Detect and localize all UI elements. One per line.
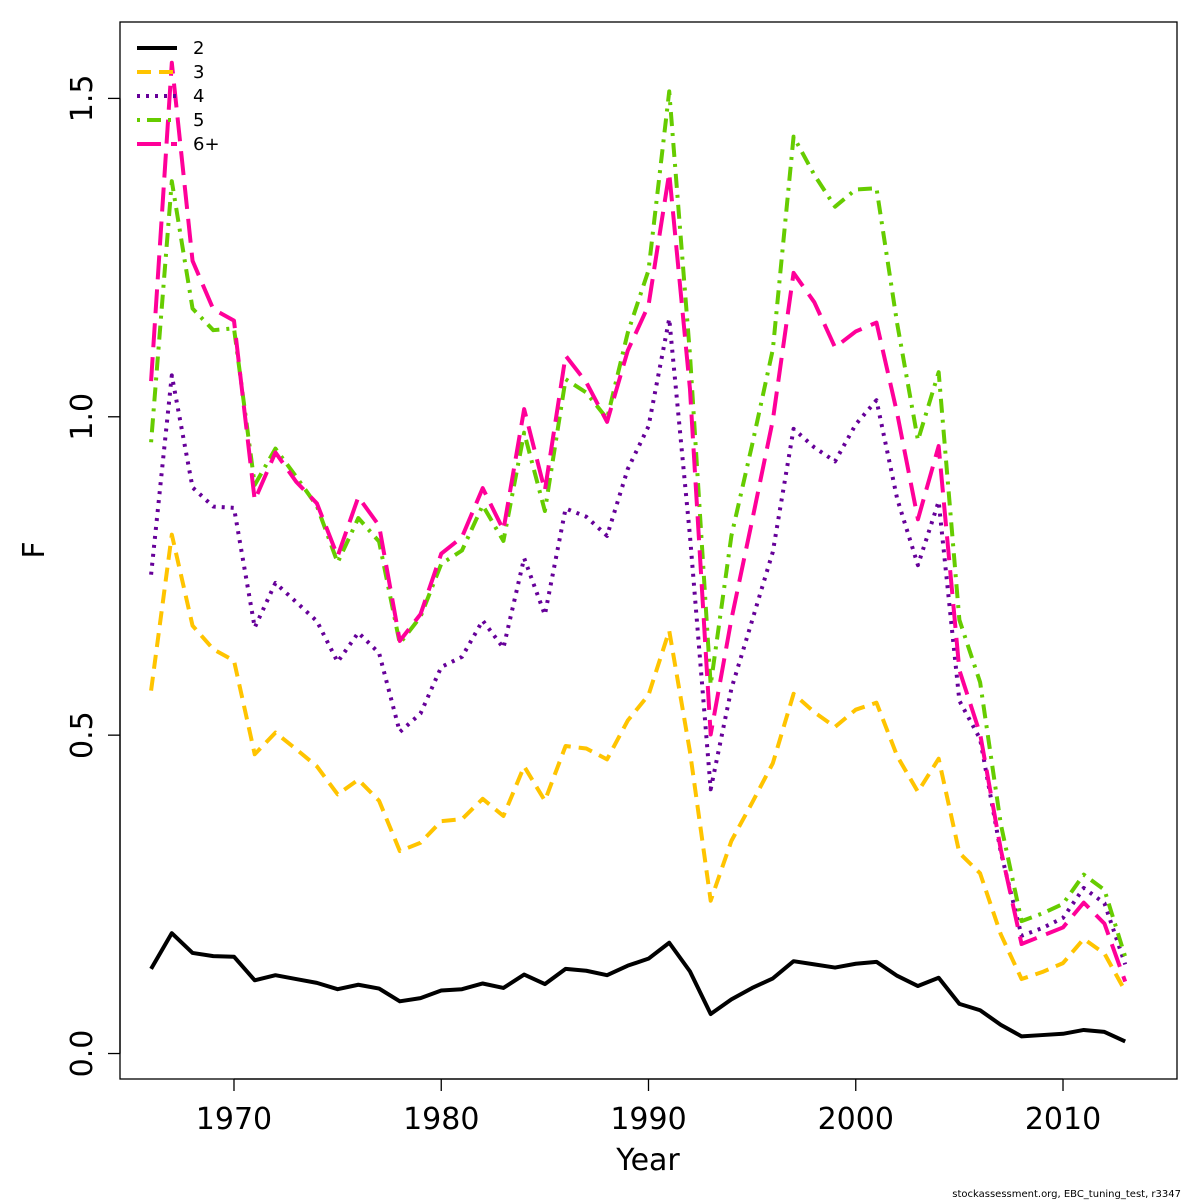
series-line-5 [149,60,1128,983]
x-tick-label: 1980 [403,1102,479,1137]
x-tick-label: 2000 [818,1102,894,1137]
x-axis: 1970 1980 1990 2000 2010 [119,98,1101,1137]
y-axis-title: F [17,541,52,558]
series-line-4 [149,89,1128,958]
series-line-3 [149,316,1128,966]
legend: 2 3 4 5 6+ [137,38,220,155]
x-axis-title: Year [615,1143,680,1178]
x-tick-label: 2010 [1025,1102,1101,1137]
legend-label-4: 5 [193,110,204,131]
series-lines [149,60,1128,1044]
y-tick-label: 0.5 [65,711,100,759]
legend-label-2: 3 [193,62,204,83]
legend-label-5: 6+ [193,134,220,155]
y-tick-label: 1.0 [65,393,100,441]
legend-label-3: 4 [193,86,204,107]
y-tick-label: 1.5 [65,75,100,123]
x-tick-label: 1990 [610,1102,686,1137]
y-tick-label: 0.0 [65,1030,100,1078]
series-line-2 [149,532,1127,993]
y-axis: 0.0 0.5 1.0 1.5 [65,75,120,1078]
plot-frame [119,21,1178,1080]
credit-text: stockassessment.org, EBC_tuning_test, r3… [952,1189,1181,1200]
series-line-1 [149,931,1127,1044]
legend-label-1: 2 [193,38,204,59]
x-tick-label: 1970 [196,1102,272,1137]
